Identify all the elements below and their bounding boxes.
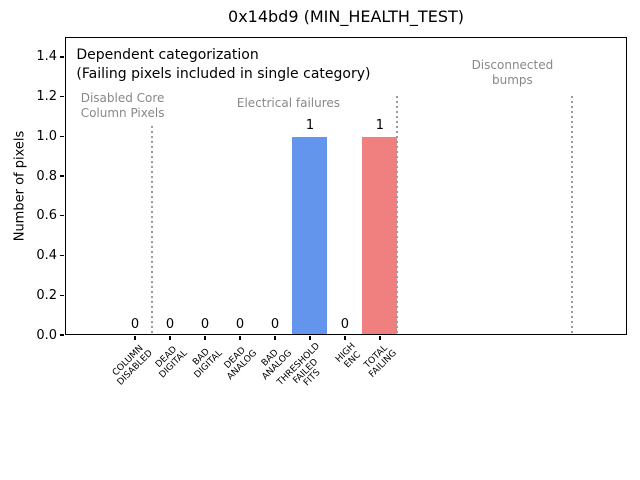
x-tick	[379, 336, 381, 340]
y-tick-label: 1.0	[36, 128, 57, 144]
bar-value-label: 0	[340, 316, 350, 332]
y-tick-label: 0.8	[36, 168, 57, 184]
y-tick-label: 0.2	[36, 287, 57, 303]
y-tick	[60, 254, 64, 257]
x-tick	[204, 336, 206, 340]
x-tick-label: BAD DIGITAL	[191, 346, 225, 380]
bar-value-label: 0	[200, 316, 210, 332]
y-tick	[60, 56, 64, 58]
x-tick	[239, 336, 241, 340]
x-tick	[134, 336, 136, 340]
region-divider	[150, 125, 153, 333]
x-tick-label: HIGH ENC	[333, 341, 363, 370]
x-tick-label: TOTAL FAILING	[362, 343, 400, 380]
y-tick	[60, 135, 64, 138]
dependent-categorization-note: Dependent categorization	[76, 47, 259, 64]
region-divider	[570, 96, 573, 333]
y-tick-label: 1.2	[36, 89, 57, 105]
bar-value-label: 1	[305, 117, 315, 133]
y-tick-label: 1.4	[36, 49, 57, 65]
y-tick	[60, 215, 64, 217]
bar-threshold-failed-fits	[291, 136, 327, 334]
x-tick	[344, 336, 346, 340]
bar-value-label: 0	[270, 316, 280, 332]
x-tick	[309, 336, 311, 340]
y-tick-label: 0.4	[36, 248, 57, 264]
region-label-disconnected-bumps: Disconnected bumps	[471, 57, 554, 87]
y-tick	[60, 175, 64, 177]
y-tick	[60, 334, 64, 336]
bar-value-label: 1	[375, 117, 385, 133]
x-tick-label: DEAD ANALOG	[222, 345, 260, 382]
single-category-note: (Failing pixels included in single categ…	[76, 66, 371, 83]
bar-total-failing	[361, 136, 397, 334]
y-tick-label: 0.6	[36, 208, 57, 224]
chart-title: 0x14bd9 (MIN_HEALTH_TEST)	[228, 7, 464, 26]
x-tick	[169, 336, 171, 340]
y-tick	[60, 96, 64, 98]
region-divider	[395, 96, 398, 333]
y-tick-label: 0.0	[36, 327, 57, 343]
region-label-electrical-failures: Electrical failures	[236, 95, 341, 110]
bar-value-label: 0	[130, 316, 140, 332]
bar-value-label: 0	[165, 316, 175, 332]
region-label-disabled-core-column-pixels: Disabled Core Column Pixels	[80, 90, 165, 120]
y-tick	[60, 294, 64, 296]
x-tick	[274, 336, 276, 340]
bar-value-label: 0	[235, 316, 245, 332]
plot-area: 0 0 0 0 0 1 0 1 Dependent categorization (Failing…	[65, 37, 627, 335]
x-tick-label: COLUMN DISABLED	[110, 343, 155, 388]
x-tick-label: DEAD DIGITAL	[153, 344, 190, 380]
y-axis-label: Number of pixels	[12, 130, 28, 242]
